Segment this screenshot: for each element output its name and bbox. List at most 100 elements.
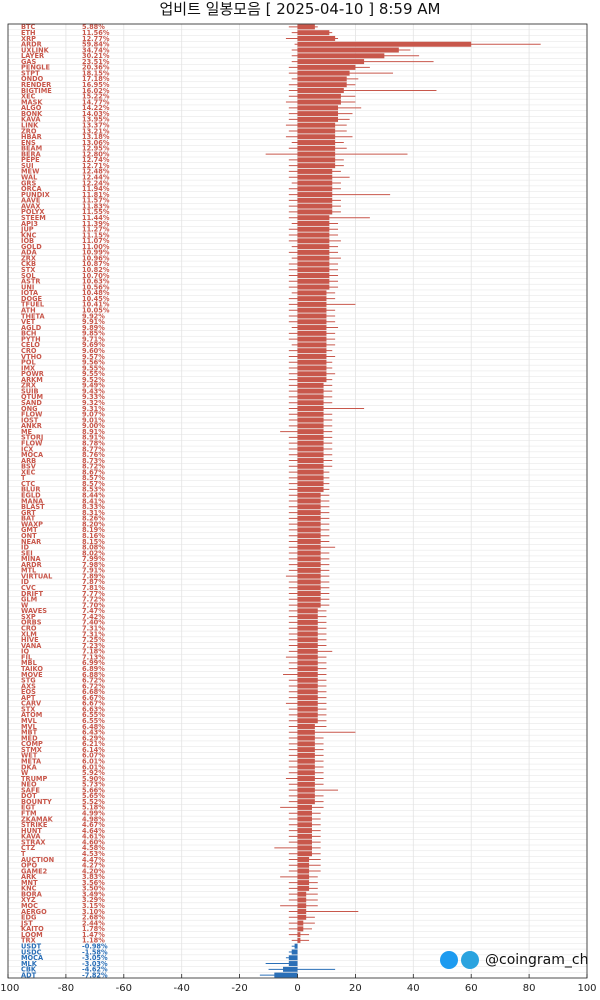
row-symbol-label: IMX (21, 364, 35, 372)
row-change-label: 7.81% (82, 584, 105, 592)
row-symbol-label: ZRX (21, 382, 36, 390)
row-symbol-label: EGLD (21, 492, 41, 500)
bar (297, 481, 324, 487)
bar (297, 313, 327, 319)
bar (297, 128, 336, 134)
row-symbol-label: NEAR (21, 538, 41, 546)
bar (297, 527, 321, 533)
bar (297, 735, 315, 741)
row-symbol-label: SUI (21, 162, 34, 170)
row-symbol-label: POLYX (21, 208, 44, 216)
bar (297, 168, 333, 174)
row-symbol-label: STEEM (21, 214, 46, 222)
row-change-label: 8.44% (82, 492, 105, 500)
row-symbol-label: MLK (21, 960, 38, 968)
row-change-label: 14.03% (82, 110, 110, 118)
bar (297, 47, 399, 53)
row-symbol-label: SAND (21, 399, 42, 407)
row-symbol-label: BEAM (21, 145, 42, 153)
row-symbol-label: ZRO (21, 127, 37, 135)
row-symbol-label: CBK (21, 966, 37, 974)
bar (297, 145, 336, 151)
telegram-icon[interactable] (461, 951, 479, 969)
bar (297, 822, 312, 828)
row-symbol-label: MASK (21, 98, 43, 106)
bar (297, 932, 301, 938)
row-symbol-label: BERA (21, 150, 42, 158)
row-change-label: 9.07% (82, 411, 105, 419)
row-symbol-label: T (21, 850, 26, 858)
row-symbol-label: ORBS (21, 619, 42, 627)
bar (297, 417, 324, 423)
bar (297, 845, 312, 851)
bar (297, 105, 339, 111)
row-symbol-label: CKB (21, 260, 36, 268)
row-symbol-label: AXS (21, 682, 36, 690)
bar (297, 30, 330, 36)
row-symbol-label: UNI (21, 283, 34, 291)
row-symbol-label: MOCA (21, 451, 44, 459)
row-symbol-label: STRAX (21, 838, 46, 846)
row-labels: BTC 5.88% ETH 11.56% XRP 12.77% ARDR 59.84% UXLI… (20, 23, 110, 979)
row-change-label: 11.83% (82, 202, 110, 210)
bar (297, 475, 324, 481)
row-symbol-label: BOUNTY (21, 798, 52, 806)
row-change-label: 7.91% (82, 567, 105, 575)
row-symbol-label: CTZ (21, 844, 35, 852)
row-change-label: -4.62% (82, 966, 108, 974)
row-change-label: 12.80% (82, 150, 110, 158)
row-symbol-label: MNT (21, 879, 38, 887)
x-tick-label: 0 (294, 983, 300, 994)
row-change-label: 5.92% (82, 769, 105, 777)
row-change-label: 8.33% (82, 503, 105, 511)
bar (297, 510, 321, 516)
bar (297, 602, 321, 608)
bar (297, 504, 321, 510)
row-symbol-label: ETH (21, 29, 36, 37)
bar (297, 186, 333, 192)
row-symbol-label: KAVA (21, 833, 41, 841)
row-symbol-label: FTM (21, 810, 37, 818)
bar (297, 440, 324, 446)
bar (297, 585, 321, 591)
row-change-label: 10.45% (82, 295, 110, 303)
bar (297, 122, 336, 128)
row-change-label: 6.67% (82, 700, 105, 708)
bar (288, 955, 298, 961)
row-change-label: 7.31% (82, 625, 105, 633)
bar (297, 174, 333, 180)
watermark-handle: @coingram_ch (485, 952, 589, 968)
row-change-label: 3.56% (82, 879, 105, 887)
row-symbol-label: VIRTUAL (21, 572, 53, 580)
row-change-label: 5.90% (82, 775, 105, 783)
row-symbol-label: STG (21, 677, 36, 685)
row-change-label: 6.43% (82, 729, 105, 737)
bar (297, 937, 301, 943)
row-change-label: 8.16% (82, 532, 105, 540)
row-symbol-label: QTUM (21, 393, 43, 401)
bar (297, 492, 321, 498)
row-symbol-label: MED (21, 734, 38, 742)
row-change-label: 10.70% (82, 272, 110, 280)
row-change-label: 9.55% (82, 370, 105, 378)
row-symbol-label: SXP (21, 613, 36, 621)
row-change-label: 12.24% (82, 179, 110, 187)
bar (297, 874, 310, 880)
row-change-label: 9.55% (82, 364, 105, 372)
row-change-label: 7.89% (82, 572, 105, 580)
row-change-label: 2.68% (82, 914, 105, 922)
row-change-label: 6.72% (82, 677, 105, 685)
row-change-label: 7.99% (82, 555, 105, 563)
row-change-label: 6.07% (82, 752, 105, 760)
bar (297, 249, 330, 255)
twitter-icon[interactable] (440, 951, 458, 969)
row-symbol-label: W (21, 601, 29, 609)
row-change-label: 11.39% (82, 220, 110, 228)
row-change-label: 13.21% (82, 127, 110, 135)
bar (288, 961, 298, 967)
row-symbol-label: DRIFT (21, 590, 44, 598)
row-change-label: 10.05% (82, 307, 110, 315)
row-change-label: 9.01% (82, 416, 105, 424)
bar (297, 99, 341, 105)
row-change-label: 11.56% (82, 29, 110, 37)
